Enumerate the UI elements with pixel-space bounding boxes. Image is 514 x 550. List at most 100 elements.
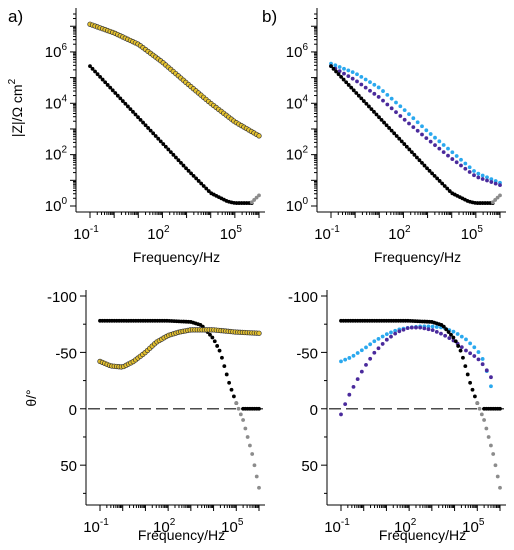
data-point <box>491 452 496 456</box>
data-point <box>380 342 385 346</box>
data-point <box>472 173 476 178</box>
data-point <box>364 362 368 367</box>
data-point <box>110 88 115 93</box>
data-point <box>351 385 356 389</box>
data-point <box>401 327 406 332</box>
data-point <box>441 150 446 155</box>
data-point <box>93 69 97 74</box>
data-point <box>428 132 433 136</box>
data-point <box>475 401 480 406</box>
data-point <box>95 72 100 77</box>
data-point <box>498 406 502 411</box>
y-tick-base: 10 <box>45 44 62 61</box>
data-point <box>434 329 439 334</box>
data-point <box>493 463 498 468</box>
x-tick-exponent: 2 <box>405 224 411 235</box>
y-tick-exponent: 4 <box>61 93 67 104</box>
y-axis-label-text: θ/° <box>23 389 39 406</box>
data-point <box>399 139 404 144</box>
data-point <box>412 152 417 157</box>
data-point <box>490 200 495 205</box>
data-point <box>355 377 360 382</box>
x-tick-label: 10-1 <box>73 224 99 243</box>
data-point <box>368 80 372 85</box>
data-point <box>493 198 498 202</box>
data-point <box>161 142 166 146</box>
data-point <box>441 324 446 329</box>
data-point <box>158 139 163 144</box>
data-point <box>374 112 379 117</box>
data-point <box>451 335 456 340</box>
y-tick-base: 10 <box>286 44 303 61</box>
data-point <box>398 104 403 109</box>
data-point <box>445 186 450 191</box>
y-axis-label-exponent: 2 <box>7 78 18 84</box>
data-point <box>465 372 470 377</box>
data-point <box>131 109 135 114</box>
data-point <box>215 344 220 348</box>
data-point <box>468 341 473 346</box>
data-point <box>480 177 485 181</box>
data-point <box>417 158 422 163</box>
data-point <box>381 98 385 103</box>
x-tick-base: 10 <box>73 226 90 243</box>
data-point <box>437 179 442 183</box>
panel-label: b) <box>262 7 277 26</box>
x-axis-label: Frequency/Hz <box>133 249 220 265</box>
data-point <box>346 83 351 87</box>
plot-panel-1: 10-1 102 105100102104106a)Frequency/Hz|Z|/… <box>7 7 265 265</box>
x-tick-exponent: 2 <box>411 517 417 528</box>
data-point <box>210 335 215 340</box>
series-purple <box>339 325 493 417</box>
series-gold <box>87 21 262 139</box>
data-point <box>206 189 211 193</box>
data-point <box>424 128 429 133</box>
data-point <box>176 158 181 163</box>
data-point <box>236 406 241 411</box>
data-point <box>179 160 183 165</box>
data-point <box>126 104 130 109</box>
series-black <box>339 318 480 406</box>
data-point <box>146 126 151 130</box>
data-point <box>493 179 498 183</box>
data-point <box>394 110 398 115</box>
y-tick-label: 0 <box>310 402 318 419</box>
series-purple <box>329 64 502 188</box>
data-point <box>458 348 463 353</box>
data-point <box>459 345 464 350</box>
data-point <box>402 108 407 113</box>
y-tick-exponent: 4 <box>302 93 308 104</box>
data-point <box>113 91 118 95</box>
data-point <box>385 92 390 97</box>
data-point <box>418 325 423 330</box>
y-tick-base: 10 <box>286 147 303 164</box>
data-point <box>449 332 453 337</box>
data-point <box>442 184 447 188</box>
data-point <box>254 474 259 479</box>
data-point <box>433 143 437 148</box>
data-point <box>379 117 384 122</box>
data-point <box>480 362 485 367</box>
y-tick-label: 102 <box>45 145 68 164</box>
data-point <box>435 176 440 181</box>
data-point <box>489 443 493 448</box>
y-tick-exponent: 6 <box>302 42 308 53</box>
data-point <box>367 104 371 109</box>
data-point <box>453 339 458 344</box>
data-point <box>361 99 366 103</box>
data-point <box>394 134 399 138</box>
data-point <box>440 181 445 186</box>
data-point <box>372 109 376 114</box>
data-point <box>347 356 352 360</box>
data-point <box>489 180 494 184</box>
series-black <box>482 406 502 411</box>
data-point <box>238 412 243 417</box>
y-axis-label: θ/° <box>23 389 39 406</box>
series-gray <box>249 193 261 205</box>
y-axis-label-text: |Z|/Ω cm <box>9 84 25 137</box>
x-tick-base: 10 <box>221 519 238 536</box>
data-point <box>405 326 410 331</box>
data-point <box>472 169 476 173</box>
y-tick-label: -100 <box>47 289 77 306</box>
